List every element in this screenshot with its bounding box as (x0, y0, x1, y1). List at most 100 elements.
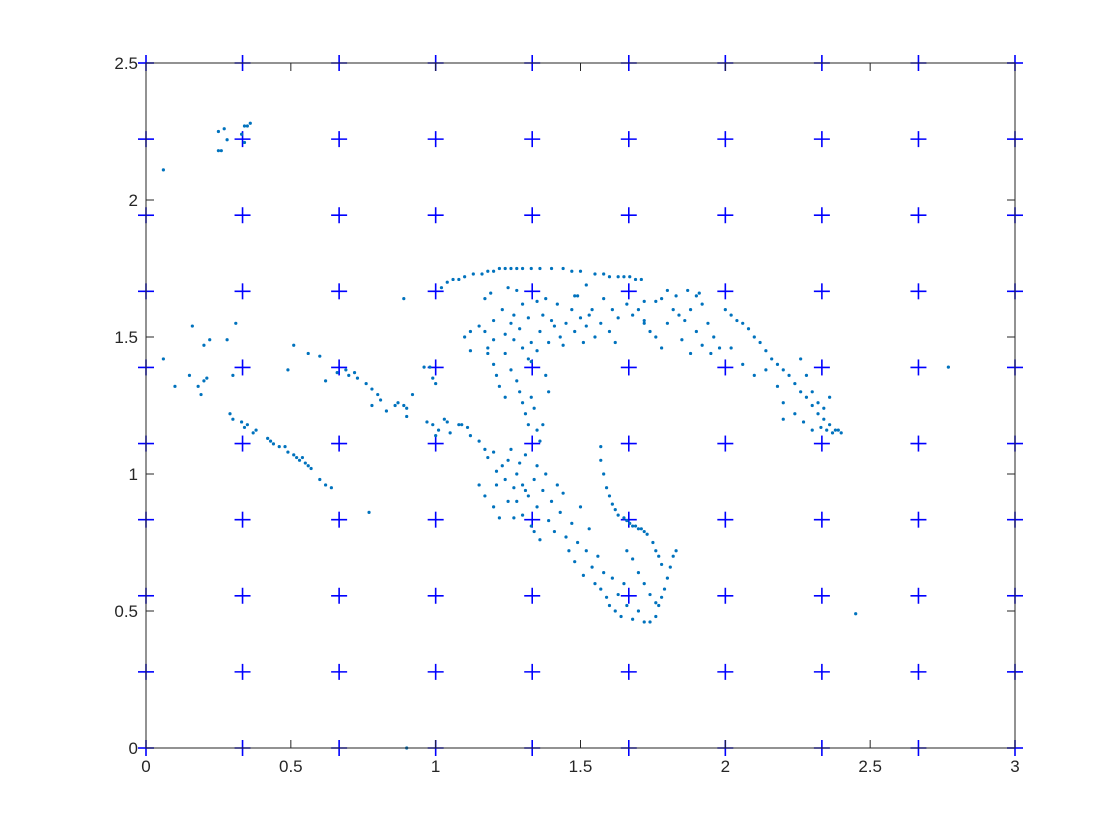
data-point (544, 297, 548, 301)
data-point (523, 453, 528, 457)
data-point (654, 614, 658, 619)
y-tick-label: 1 (129, 465, 138, 484)
data-point (460, 423, 464, 427)
data-point (309, 466, 313, 471)
data-point (396, 401, 400, 405)
data-point (457, 277, 461, 282)
data-point (248, 121, 252, 125)
data-point (602, 297, 606, 301)
data-point (500, 464, 504, 468)
x-tick-label: 3 (1010, 757, 1019, 776)
plus-marker (813, 587, 830, 604)
plus-marker (427, 435, 444, 452)
data-point (616, 275, 620, 279)
plus-marker (813, 131, 830, 148)
data-point (549, 266, 554, 271)
data-point (384, 409, 389, 413)
data-point (610, 576, 614, 580)
data-point (434, 381, 438, 386)
data-point (590, 308, 594, 312)
data-point (196, 384, 200, 388)
data-point (564, 535, 568, 539)
plus-marker (427, 663, 444, 680)
data-point (410, 392, 415, 397)
data-point (541, 488, 545, 493)
data-point (329, 486, 333, 490)
data-point (613, 340, 617, 345)
data-point (674, 549, 678, 553)
data-point (500, 308, 504, 312)
data-point (512, 486, 516, 490)
data-point (825, 428, 829, 432)
data-point (468, 329, 473, 334)
data-point (483, 447, 487, 451)
data-point (526, 423, 530, 427)
data-point (741, 362, 745, 366)
data-point (770, 357, 774, 361)
data-point (799, 390, 803, 394)
plus-marker (620, 359, 637, 376)
data-point (532, 529, 536, 534)
data-point (828, 395, 832, 399)
data-point (370, 387, 374, 391)
data-point (576, 540, 580, 545)
data-point (547, 340, 551, 345)
plus-marker (331, 359, 348, 376)
data-point (775, 362, 780, 366)
data-point (323, 483, 328, 487)
plus-marker (717, 435, 734, 452)
data-point (599, 445, 603, 449)
data-point (271, 442, 276, 446)
data-point (434, 434, 438, 438)
data-point (431, 376, 435, 380)
data-point (480, 272, 484, 276)
data-point (665, 576, 670, 580)
data-point (593, 272, 597, 276)
data-point (706, 321, 710, 325)
data-point (468, 349, 473, 353)
plus-marker (813, 435, 830, 452)
data-point (686, 288, 690, 293)
data-point (781, 401, 785, 405)
data-point (486, 269, 490, 273)
data-point (642, 321, 646, 325)
data-point (604, 595, 609, 599)
plus-marker (331, 283, 348, 300)
data-point (520, 483, 525, 487)
data-point (636, 571, 641, 575)
data-point (515, 266, 519, 271)
data-point (622, 516, 626, 520)
data-point (239, 420, 244, 424)
data-point (494, 483, 499, 487)
data-point (822, 417, 826, 421)
data-point (515, 472, 519, 476)
data-point (219, 149, 223, 153)
data-point (468, 434, 473, 438)
data-point (405, 414, 409, 419)
data-point (486, 346, 490, 350)
plus-marker (910, 435, 927, 452)
data-point (599, 587, 603, 591)
data-point (633, 277, 638, 282)
data-point (344, 368, 348, 372)
data-point (190, 324, 194, 328)
data-point (622, 275, 626, 279)
data-point (746, 327, 751, 331)
data-point (503, 395, 507, 399)
data-point (590, 565, 594, 569)
data-point (492, 362, 496, 366)
data-point (492, 505, 496, 509)
data-point (697, 291, 701, 295)
data-point (625, 603, 629, 608)
data-point (581, 340, 585, 345)
data-point (306, 351, 310, 356)
plus-marker (427, 587, 444, 604)
data-point (199, 392, 203, 397)
data-point (561, 491, 565, 495)
plus-marker (910, 131, 927, 148)
data-point (503, 477, 507, 482)
data-point (225, 338, 229, 342)
data-point (323, 379, 328, 383)
data-point (445, 420, 449, 424)
data-point (292, 453, 296, 457)
